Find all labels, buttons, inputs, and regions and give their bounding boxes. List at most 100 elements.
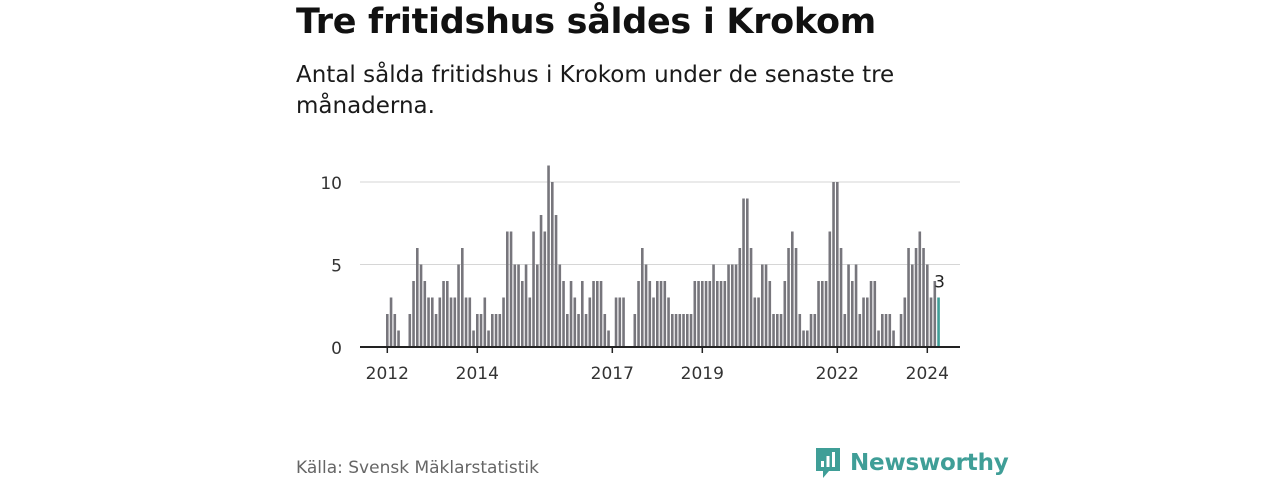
- bar: [581, 281, 584, 347]
- bar: [588, 297, 592, 347]
- bar: [787, 248, 790, 347]
- bar: [798, 314, 802, 347]
- bar: [731, 264, 734, 347]
- bar: [911, 264, 914, 347]
- brand-name: Newsworthy: [850, 450, 1009, 476]
- bar: [652, 297, 655, 347]
- bar: [419, 264, 423, 347]
- bar: [517, 264, 520, 347]
- brand-logo: Newsworthy: [814, 446, 1009, 480]
- bar: [509, 231, 513, 347]
- bar: [761, 264, 764, 347]
- x-tick-label: 2014: [456, 364, 499, 384]
- bar: [723, 281, 727, 347]
- bar: [682, 314, 685, 347]
- bar: [577, 314, 580, 347]
- bar: [843, 314, 847, 347]
- bar: [573, 297, 577, 347]
- bar: [862, 297, 865, 347]
- bar: [558, 264, 562, 347]
- bar: [742, 198, 745, 347]
- bar: [888, 314, 892, 347]
- bar: [622, 297, 625, 347]
- bar: [824, 281, 828, 347]
- bar: [502, 297, 505, 347]
- newsworthy-logo-icon: [816, 448, 840, 478]
- bar: [716, 281, 719, 347]
- bar: [847, 264, 850, 347]
- bar: [641, 248, 644, 347]
- bar: [738, 248, 742, 347]
- bar: [914, 248, 918, 347]
- bar: [476, 314, 479, 347]
- bar: [397, 330, 400, 347]
- bar: [423, 281, 427, 347]
- bar-latest: [937, 297, 940, 347]
- bar: [693, 281, 697, 347]
- bar: [836, 182, 839, 347]
- bar: [547, 165, 550, 347]
- bar: [926, 264, 929, 347]
- x-axis-ticks: 2012 2014 2017 2019 2022 2024: [366, 347, 949, 384]
- bar: [701, 281, 704, 347]
- bar: [813, 314, 817, 347]
- bar: [903, 297, 907, 347]
- bar: [472, 330, 475, 347]
- bars: [386, 165, 940, 347]
- bar: [933, 281, 937, 347]
- bar: [776, 314, 779, 347]
- bar: [449, 297, 453, 347]
- bar: [719, 281, 723, 347]
- bar: [667, 297, 670, 347]
- bar: [757, 297, 760, 347]
- bar: [704, 281, 708, 347]
- y-tick-label: 5: [331, 257, 342, 277]
- bar: [434, 314, 438, 347]
- bar: [727, 264, 730, 347]
- x-tick-label: 2019: [681, 364, 724, 384]
- bar: [596, 281, 599, 347]
- bar: [461, 248, 464, 347]
- y-axis-labels: 0 5 10: [320, 174, 342, 359]
- bar: [566, 314, 569, 347]
- bar: [708, 281, 712, 347]
- bar: [483, 297, 487, 347]
- bar: [858, 314, 862, 347]
- bar: [386, 314, 389, 347]
- bar: [389, 297, 393, 347]
- bar: [468, 297, 472, 347]
- bar: [393, 314, 397, 347]
- bar: [806, 330, 809, 347]
- bar: [712, 264, 715, 347]
- bar: [416, 248, 419, 347]
- bar: [408, 314, 412, 347]
- bar: [513, 264, 517, 347]
- bar: [656, 281, 659, 347]
- bar: [663, 281, 667, 347]
- bar: [884, 314, 888, 347]
- bar: [551, 182, 554, 347]
- bar: [569, 281, 573, 347]
- bar: [828, 231, 832, 347]
- bar: [554, 215, 558, 347]
- bar: [772, 314, 775, 347]
- bar: [753, 297, 757, 347]
- bar: [734, 264, 738, 347]
- bar: [749, 248, 753, 347]
- bar: [659, 281, 663, 347]
- bar: [671, 314, 674, 347]
- bar: [873, 281, 877, 347]
- bar: [892, 330, 895, 347]
- bar: [442, 281, 445, 347]
- bar: [614, 297, 618, 347]
- bar: [689, 314, 693, 347]
- last-value-label: 3: [934, 273, 945, 293]
- bar: [498, 314, 502, 347]
- bar: [881, 314, 884, 347]
- bar: [764, 264, 768, 347]
- bar: [536, 264, 539, 347]
- bar: [821, 281, 824, 347]
- bar: [869, 281, 873, 347]
- bar: [592, 281, 595, 347]
